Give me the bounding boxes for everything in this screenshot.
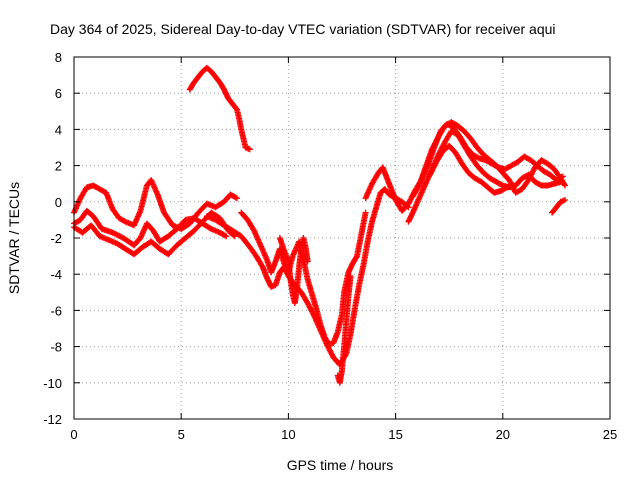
y-tick-label: 8: [55, 50, 62, 65]
chart-title: Day 364 of 2025, Sidereal Day-to-day VTE…: [50, 21, 556, 37]
y-tick-label: -4: [50, 267, 62, 282]
data-point: [246, 146, 253, 153]
x-tick-label: 10: [281, 427, 295, 442]
x-tick-label: 15: [388, 427, 402, 442]
data-point: [121, 217, 128, 224]
y-tick-label: -8: [50, 340, 62, 355]
x-axis-title: GPS time / hours: [287, 457, 394, 473]
series-sat-e: [238, 209, 369, 348]
series-sat-f: [276, 235, 311, 307]
data-point: [510, 182, 517, 189]
data-point: [353, 254, 360, 261]
series-sat-j: [405, 128, 564, 225]
y-axis-title: SDTVAR / TECUs: [6, 182, 22, 294]
series-sat-m: [549, 196, 568, 216]
y-tick-label: 6: [55, 86, 62, 101]
y-tick-label: 0: [55, 195, 62, 210]
y-tick-label: -10: [43, 376, 62, 391]
data-point: [223, 233, 230, 240]
x-tick-label: 25: [603, 427, 617, 442]
data-point: [561, 182, 568, 189]
y-tick-label: -6: [50, 303, 62, 318]
series-sat-a: [71, 207, 230, 249]
data-point: [232, 194, 239, 201]
y-tick-label: -12: [43, 412, 62, 427]
data-point: [233, 195, 240, 202]
data-point: [221, 232, 228, 239]
x-tick-label: 0: [70, 427, 77, 442]
data-points: [71, 64, 568, 386]
x-tick-label: 5: [178, 427, 185, 442]
y-tick-label: 4: [55, 122, 62, 137]
data-point: [561, 196, 568, 203]
y-tick-label: -2: [50, 231, 62, 246]
data-point: [561, 181, 568, 188]
series-sat-g: [334, 273, 354, 386]
data-point: [304, 258, 311, 265]
series-sat-b: [71, 177, 240, 232]
data-point: [347, 273, 354, 280]
axis-ticks: 0 5 10 15 20 25 -12 -10 -8 -6 -4 -2 0 2 4 6 8: [43, 50, 617, 442]
series-sat-h: [186, 64, 253, 153]
x-tick-label: 20: [496, 427, 510, 442]
data-point: [362, 209, 369, 216]
series-sat-l: [426, 142, 517, 196]
y-tick-label: 2: [55, 159, 62, 174]
